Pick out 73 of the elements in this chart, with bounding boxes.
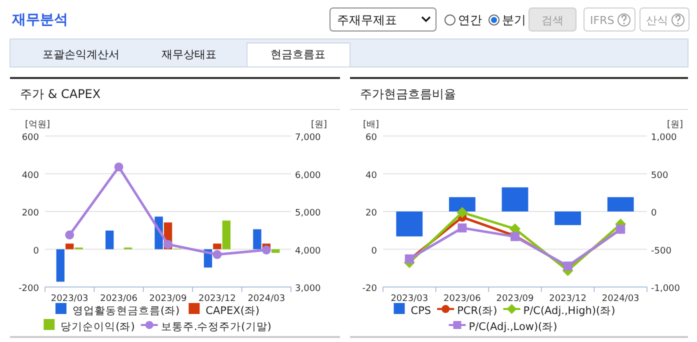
- legend-label: 영업활동현금흐름(좌): [72, 305, 180, 317]
- bar: [396, 212, 423, 236]
- point: [458, 223, 467, 232]
- y-axis-title: [억원]: [25, 120, 50, 130]
- bar: [56, 249, 64, 282]
- point: [262, 246, 271, 255]
- legend-label: 당기순이익(좌): [60, 321, 135, 333]
- y2-tick-label: -1,000: [651, 284, 680, 294]
- x-tick-label: 2023/06: [100, 294, 138, 304]
- y2-tick-label: 6,000: [295, 170, 322, 181]
- y-tick-label: -20: [362, 284, 378, 294]
- y2-tick-label: 3,000: [295, 284, 322, 294]
- y2-tick-label: 1,000: [651, 133, 678, 143]
- y2-tick-label: -500: [651, 246, 672, 256]
- bar: [253, 229, 262, 250]
- legend-label: CAPEX(좌): [206, 305, 260, 317]
- point: [164, 240, 172, 249]
- legend-label: PCR(좌): [457, 305, 498, 317]
- point: [65, 230, 74, 240]
- text: 현금흐름표: [270, 48, 326, 61]
- y2-tick-label: 500: [651, 170, 668, 181]
- text: 주재무제표: [337, 13, 397, 27]
- point: [456, 206, 468, 218]
- legend-label: P/C(Adj.,High)(좌): [523, 305, 616, 317]
- y2-tick-label: 0: [651, 208, 657, 218]
- x-tick-label: 2023/12: [549, 294, 586, 304]
- bar: [449, 197, 476, 212]
- text: IFRS: [590, 14, 614, 27]
- text: 연간: [458, 13, 482, 27]
- y2-tick-label: 4,000: [295, 246, 322, 256]
- chart-title: 주가 & CAPEX: [20, 87, 101, 101]
- y-tick-label: 400: [22, 170, 40, 181]
- point: [212, 250, 222, 260]
- y2-tick-label: 7,000: [295, 133, 322, 143]
- x-tick-label: 2023/03: [50, 294, 88, 304]
- text: 재무분석: [11, 12, 68, 28]
- y-tick-label: 20: [366, 208, 378, 218]
- bar: [502, 187, 528, 212]
- y-tick-label: 0: [33, 246, 40, 256]
- legend-label: 보통주.수정주가(기말): [160, 321, 272, 333]
- x-tick-label: 2023/06: [444, 294, 482, 304]
- bar: [607, 197, 634, 212]
- x-tick-label: 2023/03: [390, 294, 428, 304]
- chart-title: 주가현금흐름비율: [360, 87, 456, 101]
- legend-label: CPS: [410, 305, 432, 317]
- bar: [272, 249, 280, 253]
- legend-label: P/C(Adj.,Low)(좌): [468, 321, 558, 333]
- y-tick-label: 600: [22, 133, 40, 143]
- y2-tick-label: 5,000: [295, 208, 322, 218]
- text: 분기: [502, 13, 526, 27]
- x-tick-label: 2023/12: [198, 294, 236, 304]
- y-tick-label: 200: [22, 208, 40, 218]
- y2-axis-title: [원]: [667, 120, 684, 130]
- bar: [106, 230, 114, 250]
- bar: [213, 244, 222, 250]
- y-tick-label: 60: [366, 133, 378, 143]
- x-tick-label: 2023/09: [496, 294, 534, 304]
- bar: [222, 220, 230, 250]
- text: 재무상태표: [162, 48, 216, 61]
- bar: [554, 212, 581, 226]
- x-tick-label: 2024/03: [602, 294, 640, 304]
- text: 포괄손익계산서: [42, 48, 120, 61]
- y-tick-label: -200: [18, 284, 40, 294]
- text: 검색: [542, 14, 564, 27]
- y-tick-label: 40: [366, 170, 378, 181]
- y-tick-label: 0: [371, 246, 378, 256]
- bar: [66, 244, 74, 250]
- point: [114, 162, 124, 172]
- y2-axis-title: [원]: [311, 120, 328, 130]
- x-tick-label: 2024/03: [248, 294, 286, 304]
- text: 산식: [646, 14, 668, 27]
- x-tick-label: 2023/09: [149, 294, 187, 304]
- y-axis-title: [배]: [363, 120, 380, 130]
